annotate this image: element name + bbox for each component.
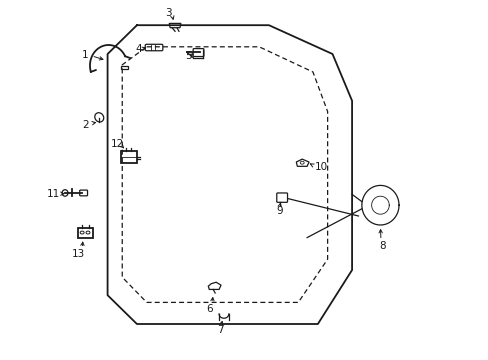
Text: 13: 13 bbox=[71, 249, 85, 259]
Text: 5: 5 bbox=[184, 51, 191, 61]
Text: 7: 7 bbox=[216, 325, 223, 335]
Text: 4: 4 bbox=[135, 44, 142, 54]
Text: 2: 2 bbox=[82, 120, 89, 130]
Text: 3: 3 bbox=[165, 8, 172, 18]
Text: 12: 12 bbox=[110, 139, 124, 149]
Text: 6: 6 bbox=[205, 303, 212, 314]
Text: 1: 1 bbox=[82, 50, 89, 60]
Text: 10: 10 bbox=[314, 162, 327, 172]
Text: 9: 9 bbox=[276, 206, 283, 216]
Text: 8: 8 bbox=[378, 240, 385, 251]
Text: 11: 11 bbox=[47, 189, 61, 199]
